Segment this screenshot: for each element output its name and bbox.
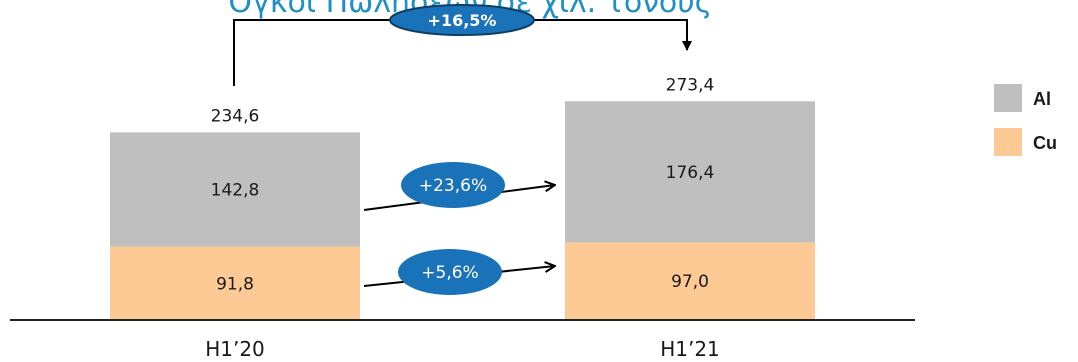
cu-growth-badge [398, 249, 502, 295]
al-growth-badge [401, 162, 505, 208]
category-label-0: H1’20 [205, 337, 265, 361]
category-label-1: H1’21 [660, 337, 720, 361]
bar-cu-1 [565, 242, 815, 320]
total-growth-label: +16,5% [428, 11, 497, 30]
bars-layer: 91,8 142,8 234,6 H1’20 97,0 176,4 273,4 H1’21 [110, 75, 815, 361]
total-label-0: 234,6 [211, 106, 260, 126]
bar-al-0 [110, 132, 360, 247]
legend-label-cu: Cu [1033, 133, 1057, 153]
cu-growth-label: +5,6% [421, 263, 478, 283]
al-growth-label: +23,6% [419, 176, 487, 196]
bar-cu-0 [110, 246, 360, 320]
legend-swatch-al [994, 84, 1022, 112]
bar-al-1 [565, 101, 815, 243]
value-label-cu-1: 97,0 [671, 272, 709, 292]
value-label-al-0: 142,8 [211, 180, 260, 200]
value-label-cu-0: 91,8 [216, 274, 254, 294]
legend-label-al: Al [1033, 89, 1051, 109]
total-label-1: 273,4 [666, 75, 715, 95]
legend-swatch-cu [994, 128, 1022, 156]
value-label-al-1: 176,4 [666, 163, 715, 183]
total-growth-badge [389, 4, 535, 36]
